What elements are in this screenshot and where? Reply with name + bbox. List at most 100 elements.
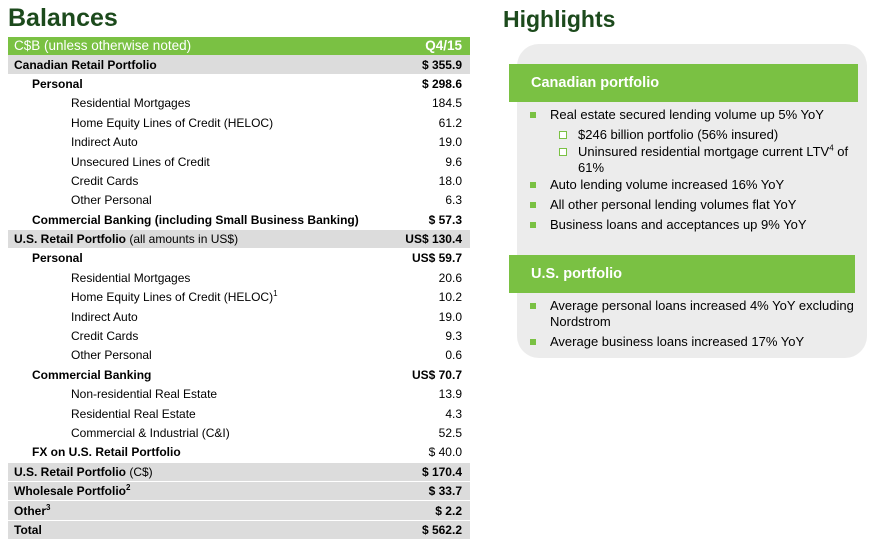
row-value: 10.2 bbox=[399, 287, 470, 308]
table-row: Residential Real Estate 4.3 bbox=[8, 403, 470, 424]
table-row: Commercial Banking US$ 70.7 bbox=[8, 365, 470, 386]
row-value: $ 170.4 bbox=[399, 462, 470, 482]
table-row: Indirect Auto 19.0 bbox=[8, 306, 470, 327]
row-label-text: Commercial Banking (including Small Busi… bbox=[32, 212, 359, 227]
balances-title: Balances bbox=[8, 4, 118, 32]
row-value: US$ 70.7 bbox=[399, 365, 470, 386]
square-bullet-icon bbox=[530, 182, 536, 188]
square-bullet-icon bbox=[530, 339, 536, 345]
footnote-marker: 2 bbox=[126, 483, 131, 493]
table-row: Other3 $ 2.2 bbox=[8, 500, 470, 521]
row-value: $ 57.3 bbox=[399, 210, 470, 230]
row-label: Commercial & Industrial (C&I) bbox=[8, 423, 400, 444]
balances-header-row: C$B (unless otherwise noted) Q4/15 bbox=[8, 37, 470, 56]
us-portfolio-bullets: Average personal loans increased 4% YoY … bbox=[522, 298, 857, 354]
table-row: Personal $ 298.6 bbox=[8, 74, 470, 95]
highlight-text: Average business loans increased 17% YoY bbox=[550, 334, 805, 349]
row-label-text: Personal bbox=[32, 76, 83, 91]
table-row: Other Personal 6.3 bbox=[8, 190, 470, 211]
highlight-text: All other personal lending volumes flat … bbox=[550, 197, 797, 212]
row-label-text: Commercial & Industrial (C&I) bbox=[71, 426, 230, 440]
canadian-portfolio-bullets: Real estate secured lending volume up 5%… bbox=[522, 107, 857, 237]
row-value: 18.0 bbox=[399, 171, 470, 192]
row-value: 13.9 bbox=[399, 384, 470, 405]
square-bullet-icon bbox=[530, 112, 536, 118]
row-label: Other Personal bbox=[8, 345, 400, 366]
row-label-text: Credit Cards bbox=[71, 329, 139, 344]
row-label: Indirect Auto bbox=[8, 306, 400, 327]
row-label-text: Other Personal bbox=[71, 193, 152, 208]
table-row: U.S. Retail Portfolio (C$) $ 170.4 bbox=[8, 462, 470, 482]
row-value: US$ 130.4 bbox=[399, 229, 470, 250]
table-row: Credit Cards 9.3 bbox=[8, 326, 470, 347]
highlight-text: Real estate secured lending volume up 5%… bbox=[550, 107, 824, 122]
table-row: Canadian Retail Portfolio $ 355.9 bbox=[8, 55, 470, 75]
row-value: $ 562.2 bbox=[399, 520, 470, 540]
row-label: Other3 bbox=[8, 500, 400, 521]
row-value: 19.0 bbox=[399, 132, 470, 153]
footnote-marker: 1 bbox=[273, 289, 278, 299]
row-value: 9.3 bbox=[399, 326, 470, 347]
row-label: Canadian Retail Portfolio bbox=[8, 55, 400, 75]
row-label: Personal bbox=[8, 74, 400, 95]
table-row: Home Equity Lines of Credit (HELOC) 61.2 bbox=[8, 113, 470, 133]
row-label: Personal bbox=[8, 248, 400, 269]
row-label: Residential Mortgages bbox=[8, 268, 400, 289]
row-label-text: Total bbox=[14, 522, 42, 537]
highlight-text: Business loans and acceptances up 9% YoY bbox=[550, 217, 807, 232]
highlight-text-tail: of 61% bbox=[578, 144, 849, 175]
row-label-text: Other Personal bbox=[71, 348, 152, 363]
table-row: Total $ 562.2 bbox=[8, 520, 470, 540]
row-label-text: Wholesale Portfolio bbox=[14, 484, 127, 499]
highlight-text: $246 billion portfolio (56% insured) bbox=[578, 127, 779, 142]
row-value: $ 298.6 bbox=[399, 74, 470, 95]
table-row: Wholesale Portfolio2 $ 33.7 bbox=[8, 481, 470, 502]
row-label: Non-residential Real Estate bbox=[8, 384, 400, 405]
row-label: Commercial Banking (including Small Busi… bbox=[8, 210, 400, 230]
square-bullet-icon bbox=[530, 222, 536, 228]
row-value: $ 33.7 bbox=[399, 481, 470, 502]
balances-header-period: Q4/15 bbox=[399, 37, 470, 56]
us-portfolio-heading: U.S. portfolio bbox=[509, 255, 855, 293]
row-label-text: Indirect Auto bbox=[71, 309, 138, 324]
row-value: $ 2.2 bbox=[399, 500, 470, 521]
table-row: Unsecured Lines of Credit 9.6 bbox=[8, 151, 470, 172]
row-label-text: Non-residential Real Estate bbox=[71, 387, 218, 402]
highlight-item: All other personal lending volumes flat … bbox=[522, 197, 857, 213]
row-label: Credit Cards bbox=[8, 326, 400, 347]
row-label: Home Equity Lines of Credit (HELOC)1 bbox=[8, 287, 400, 308]
table-row: Non-residential Real Estate 13.9 bbox=[8, 384, 470, 405]
row-value: 19.0 bbox=[399, 306, 470, 327]
row-label: Commercial Banking bbox=[8, 365, 400, 386]
hollow-square-bullet-icon bbox=[559, 148, 567, 156]
row-value: 0.6 bbox=[399, 345, 470, 366]
row-label: Credit Cards bbox=[8, 171, 400, 192]
highlight-text: Uninsured residential mortgage current L… bbox=[578, 144, 830, 159]
row-label-text: Canadian Retail Portfolio bbox=[14, 57, 157, 72]
highlight-text: Average personal loans increased 4% YoY … bbox=[550, 298, 854, 329]
row-label-text: Home Equity Lines of Credit (HELOC) bbox=[71, 290, 274, 305]
table-row: Commercial & Industrial (C&I) 52.5 bbox=[8, 423, 470, 444]
row-value: 52.5 bbox=[399, 423, 470, 444]
balances-header-label: C$B (unless otherwise noted) bbox=[8, 37, 400, 56]
square-bullet-icon bbox=[530, 303, 536, 309]
row-label: FX on U.S. Retail Portfolio bbox=[8, 442, 400, 463]
table-row: U.S. Retail Portfolio (all amounts in US… bbox=[8, 229, 470, 250]
row-value: 20.6 bbox=[399, 268, 470, 289]
row-value: US$ 59.7 bbox=[399, 248, 470, 269]
row-value: 61.2 bbox=[399, 113, 470, 133]
row-label: Other Personal bbox=[8, 190, 400, 211]
row-label: Total bbox=[8, 520, 400, 540]
row-label-text: Indirect Auto bbox=[71, 135, 138, 150]
row-label-text: Unsecured Lines of Credit bbox=[71, 154, 210, 169]
highlight-item: Uninsured residential mortgage current L… bbox=[522, 144, 857, 176]
row-label-text: Commercial Banking bbox=[32, 367, 152, 382]
highlight-item: Business loans and acceptances up 9% YoY bbox=[522, 217, 857, 233]
row-label-text: Home Equity Lines of Credit (HELOC) bbox=[71, 115, 274, 130]
table-row: Residential Mortgages 184.5 bbox=[8, 93, 470, 114]
row-label-note: (C$) bbox=[126, 464, 153, 479]
row-label: Unsecured Lines of Credit bbox=[8, 151, 400, 172]
table-row: Home Equity Lines of Credit (HELOC)1 10.2 bbox=[8, 287, 470, 308]
table-row: Other Personal 0.6 bbox=[8, 345, 470, 366]
footnote-marker: 3 bbox=[46, 502, 51, 512]
